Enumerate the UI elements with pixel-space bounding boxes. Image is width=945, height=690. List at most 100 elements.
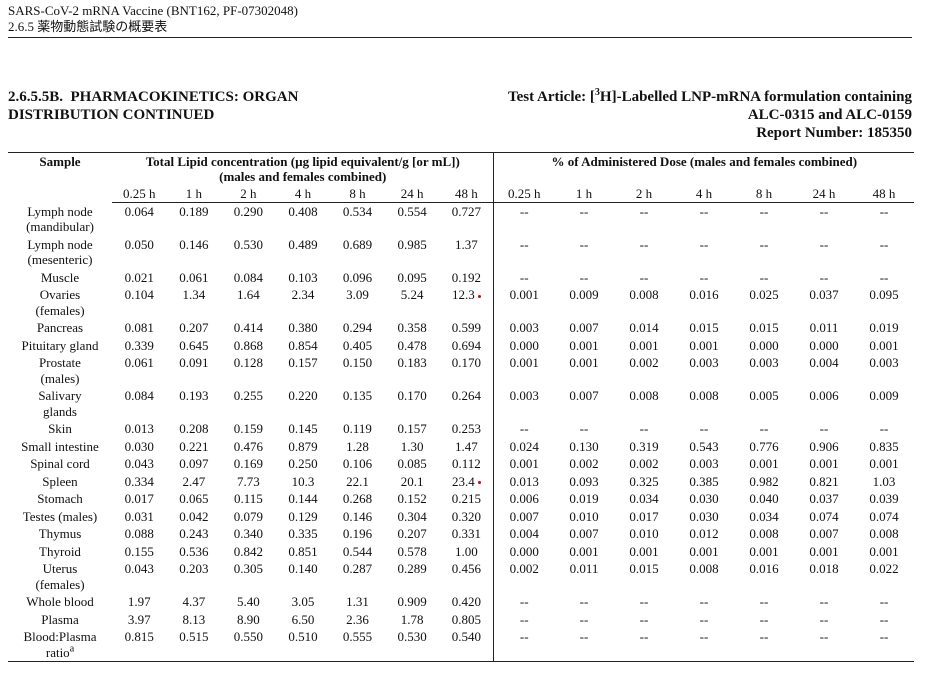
dose-value: 0.012 — [689, 526, 719, 541]
dose-value: -- — [819, 421, 829, 436]
lipid-value: 0.805 — [439, 610, 495, 628]
lipid-value: 0.106 — [342, 456, 373, 471]
dose-value: 0.000 — [509, 337, 539, 353]
dose-value: 0.015 — [749, 320, 779, 335]
lipid-value: 0.155 — [124, 543, 154, 559]
text: H]-Labelled LNP-mRNA formulation contain… — [599, 89, 912, 105]
dose-value: -- — [879, 629, 889, 644]
lipid-value: 0.013 — [124, 421, 154, 436]
sample-line: Small intestine — [8, 439, 112, 455]
lipid-value: 0.159 — [233, 421, 264, 436]
time-header: 24 h — [793, 185, 854, 203]
lipid-value: 1.64 — [237, 287, 260, 302]
dose-value: 0.008 — [629, 388, 659, 403]
dose-value: -- — [579, 611, 589, 627]
time-header: 0.25 h — [493, 185, 554, 203]
dose-value: 0.000 — [809, 337, 839, 353]
dose-value: 0.001 — [809, 456, 839, 471]
dose-value: -- — [579, 204, 589, 219]
lipid-value: 8.90 — [237, 611, 260, 627]
text: Testes (males) — [22, 508, 98, 524]
lipid-value: 0.851 — [288, 543, 318, 559]
sample-cell: Thyroid — [8, 543, 112, 561]
dose-value: -- — [579, 236, 589, 252]
dose-value: 0.821 — [809, 473, 839, 489]
dose-value: -- — [519, 611, 529, 627]
lipid-value: 0.150 — [342, 355, 373, 370]
time-header: 48 h — [853, 185, 915, 203]
lipid-value: 0.253 — [439, 420, 495, 438]
sample-cell: Lymph node (mandibular) — [8, 203, 112, 236]
lipid-value: 0.088 — [124, 526, 154, 541]
dose-value: 0.008 — [689, 561, 719, 576]
lipid-value: 0.320 — [439, 507, 495, 525]
report-number: Report Number: 185350 — [756, 125, 912, 141]
lipid-value: 0.879 — [288, 438, 318, 454]
lipid-value: 0.530 — [233, 236, 264, 252]
lipid-value: 12.3 — [439, 286, 495, 319]
text: (mandibular) — [26, 219, 94, 234]
dose-value: 0.014 — [629, 320, 659, 335]
lipid-value: 20.1 — [400, 473, 424, 489]
lipid-value: 0.555 — [342, 629, 373, 644]
lipid-value: 0.536 — [179, 543, 209, 559]
dose-value: -- — [819, 629, 829, 644]
lipid-value: 2.47 — [182, 473, 206, 489]
text: Plasma — [41, 611, 79, 627]
dose-value: -- — [639, 236, 649, 252]
sample-line: (mandibular) — [8, 219, 112, 235]
dose-value: 0.005 — [749, 388, 779, 403]
sample-line: Stomach — [8, 491, 112, 507]
dose-value: 0.007 — [809, 526, 839, 541]
time-header: 1 h — [553, 185, 614, 203]
dose-value: -- — [879, 269, 889, 285]
sample-cell: Spinal cord — [8, 455, 112, 473]
sample-cell: Prostate (males) — [8, 354, 112, 387]
text: Uterus — [42, 561, 78, 576]
text: (mesenteric) — [27, 252, 93, 267]
text: ratio — [45, 644, 70, 660]
lipid-value: 0.268 — [342, 491, 373, 506]
sample-cell: Skin — [8, 420, 112, 438]
lipid-value: 0.599 — [439, 319, 495, 337]
lipid-value: 0.250 — [288, 456, 318, 471]
dose-value: 0.001 — [689, 337, 719, 353]
lipid-value: 0.112 — [439, 455, 495, 473]
sample-line: Spleen — [8, 474, 112, 490]
lipid-value: 0.064 — [124, 204, 154, 219]
lipid-value: 0.334 — [124, 473, 154, 489]
lipid-value: 4.37 — [182, 594, 206, 609]
lipid-value: 0.335 — [288, 526, 318, 541]
lipid-value: 0.985 — [397, 236, 427, 252]
table-row: Testes (males) 0.031 0.042 0.079 0.129 0.146 0… — [8, 507, 914, 525]
lipid-value: 1.78 — [400, 611, 424, 627]
lipid-value: 0.478 — [397, 337, 427, 353]
dose-value: 0.001 — [749, 456, 779, 471]
lipid-value: 0.203 — [179, 561, 209, 576]
dose-value: 0.982 — [749, 473, 779, 489]
time-header: 24 h — [384, 185, 440, 203]
dose-value: -- — [639, 611, 649, 627]
sample-cell: Blood:Plasma ratioa — [8, 628, 112, 662]
sample-line: Blood:Plasma — [8, 629, 112, 645]
lipid-value: 3.09 — [346, 287, 369, 302]
sample-line: Skin — [8, 421, 112, 437]
dose-value: -- — [759, 611, 769, 627]
sample-line: Pituitary gland — [8, 338, 112, 354]
dose-value: -- — [879, 204, 889, 219]
lipid-value: 0.854 — [288, 337, 318, 353]
dose-value: 0.001 — [569, 355, 599, 370]
lipid-value: 1.31 — [346, 594, 369, 609]
lipid-value: 0.489 — [288, 236, 318, 252]
dose-value: -- — [819, 611, 829, 627]
lipid-value: 0.017 — [124, 491, 154, 506]
lipid-value: 1.28 — [346, 438, 369, 454]
dose-value: 0.007 — [569, 320, 599, 335]
lipid-value: 23.4 — [439, 472, 495, 490]
lipid-value: 0.050 — [124, 236, 154, 252]
table-row: Salivary glands 0.084 0.193 0.255 0.220 0.135 0… — [8, 387, 914, 420]
lipid-value: 0.021 — [124, 269, 154, 285]
dose-value: 0.039 — [869, 491, 899, 506]
sample-line: Ovaries — [8, 287, 112, 303]
table-head: Sample Total Lipid concentration (µg lipi… — [8, 152, 915, 203]
